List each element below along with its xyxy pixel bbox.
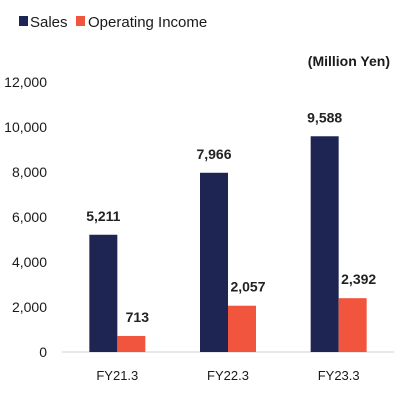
y-tick-label: 12,000 xyxy=(4,74,47,90)
x-category-label: FY21.3 xyxy=(96,368,138,383)
y-tick-label: 0 xyxy=(39,344,47,360)
bar-sales xyxy=(89,234,118,352)
legend: Sales Operating Income xyxy=(19,14,207,31)
x-axis-categories: FY21.3 FY22.3 FY23.3 xyxy=(96,368,359,383)
data-label-sales: 9,588 xyxy=(307,109,342,125)
bar-sales xyxy=(200,172,228,352)
data-label-sales: 7,966 xyxy=(196,146,231,162)
legend-swatch-sales xyxy=(19,16,28,26)
legend-label-operating-income: Operating Income xyxy=(88,14,207,31)
bar-operating-income xyxy=(338,298,367,352)
legend-label-sales: Sales xyxy=(30,14,68,31)
unit-label: (Million Yen) xyxy=(308,53,390,69)
data-label-operating-income: 2,392 xyxy=(341,271,376,287)
y-axis-ticks: 0 2,000 4,000 6,000 8,000 10,000 12,000 xyxy=(4,74,47,360)
bar-operating-income xyxy=(228,305,256,352)
x-category-label: FY23.3 xyxy=(318,368,360,383)
data-label-operating-income: 2,057 xyxy=(230,279,265,295)
data-label-operating-income: 713 xyxy=(126,309,150,325)
data-labels: 5,211 713 7,966 2,057 9,588 2,392 xyxy=(86,109,376,325)
y-tick-label: 8,000 xyxy=(12,164,47,180)
bars xyxy=(89,136,367,352)
y-tick-label: 2,000 xyxy=(12,299,47,315)
y-tick-label: 10,000 xyxy=(4,119,47,135)
x-category-label: FY22.3 xyxy=(207,368,249,383)
y-tick-label: 6,000 xyxy=(12,209,47,225)
legend-swatch-operating-income xyxy=(76,16,85,26)
bar-operating-income xyxy=(117,335,146,352)
bar-sales xyxy=(310,136,339,352)
y-tick-label: 4,000 xyxy=(12,254,47,270)
data-label-sales: 5,211 xyxy=(86,208,120,224)
